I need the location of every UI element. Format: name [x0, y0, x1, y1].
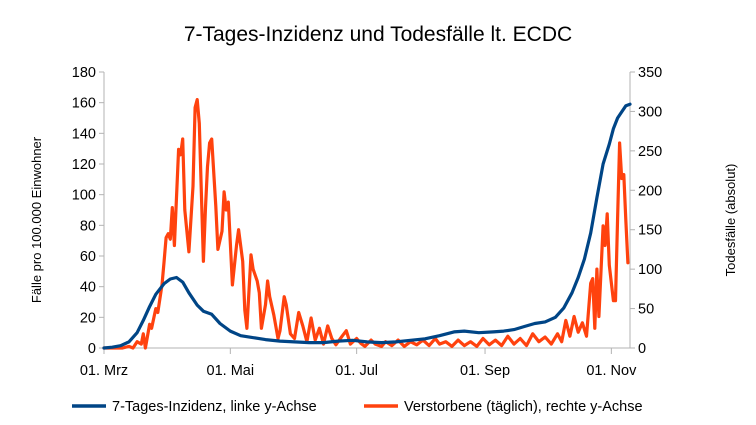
y-left-tick-label: 140 [72, 126, 96, 142]
y-left-tick-label: 20 [80, 310, 96, 326]
legend-label: 7-Tages-Inzidenz, linke y-Achse [112, 399, 317, 415]
y-right-tick-label: 100 [638, 262, 662, 278]
y-right-tick-label: 300 [638, 104, 662, 120]
y-left-tick-label: 40 [80, 280, 96, 296]
plot-area [102, 97, 632, 350]
x-tick-label: 01. Mrz [80, 363, 128, 379]
y-right-tick-label: 150 [638, 223, 662, 239]
axes: 0 20 40 60 80 100 120 140 160 180 0 50 100 150 200 250 3… [72, 65, 662, 379]
y-right-tick-label: 350 [638, 65, 662, 81]
y-left-tick-label: 100 [72, 188, 96, 204]
y-right-tick-label: 200 [638, 183, 662, 199]
legend-label: Verstorbene (täglich), rechte y-Achse [404, 399, 643, 415]
x-tick-label: 01. Mai [207, 363, 255, 379]
y-left-tick-label: 160 [72, 96, 96, 112]
y-left-tick-label: 120 [72, 157, 96, 173]
legend: 7-Tages-Inzidenz, linke y-Achse Verstorbe… [72, 399, 643, 415]
y-right-tick-label: 250 [638, 144, 662, 160]
y-left-tick-label: 0 [88, 341, 96, 357]
x-tick-label: 01. Nov [586, 363, 637, 379]
y-left-tick-label: 60 [80, 249, 96, 265]
y-axis-left-label: Fälle pro 100.000 Einwohner [29, 136, 44, 303]
x-tick-label: 01. Sep [460, 363, 510, 379]
y-left-tick-label: 180 [72, 65, 96, 81]
x-tick-label: 01. Jul [335, 363, 378, 379]
chart-title: 7-Tages-Inzidenz und Todesfälle lt. ECDC [184, 23, 572, 46]
y-axis-right-label: Todesfälle (absolut) [723, 164, 738, 277]
y-right-tick-label: 50 [638, 302, 654, 318]
series-line-deaths [102, 97, 630, 350]
y-left-tick-label: 80 [80, 218, 96, 234]
y-right-tick-label: 0 [638, 341, 646, 357]
series-line-incidence [102, 102, 632, 350]
